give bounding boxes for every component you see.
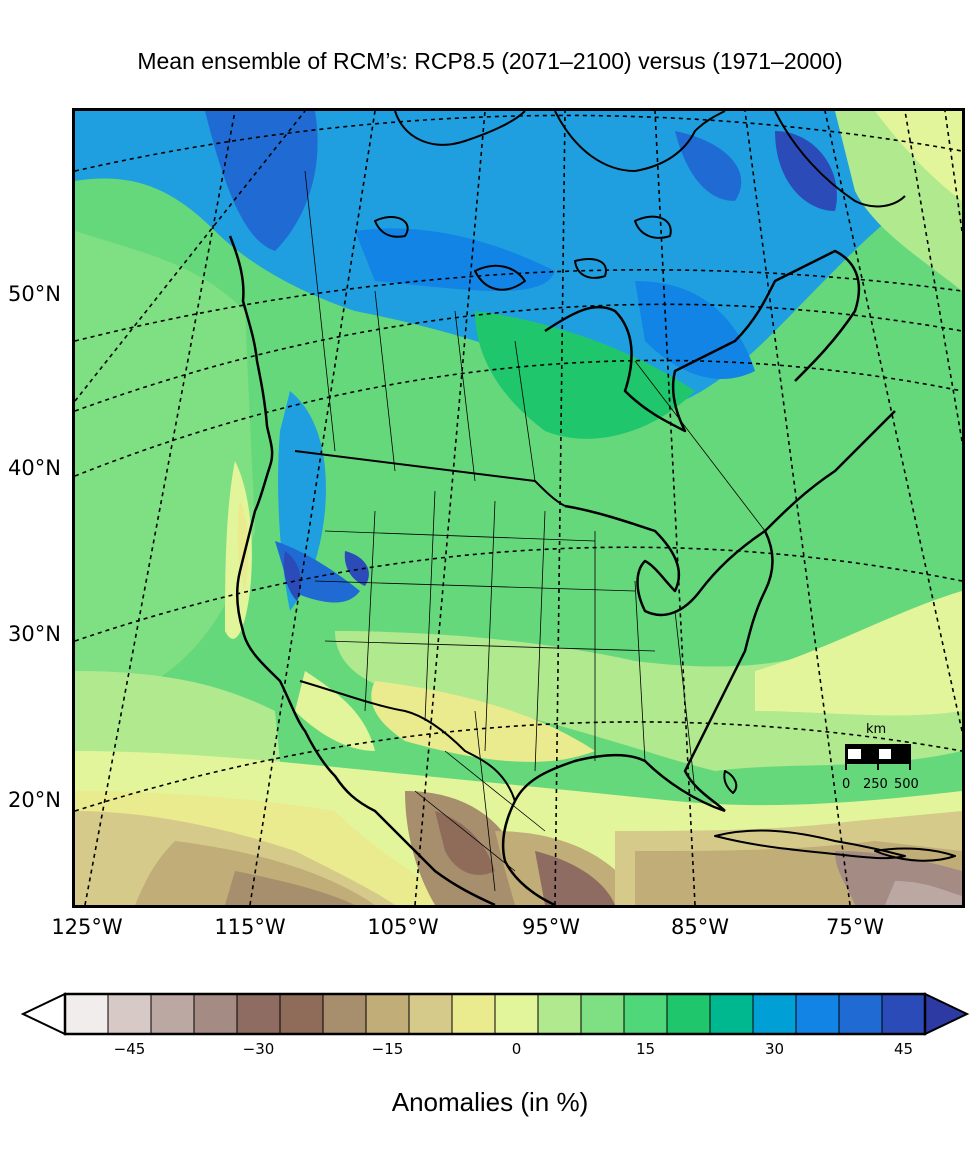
lon-label-95w: 95°W: [522, 915, 580, 939]
figure-title: Mean ensemble of RCM’s: RCP8.5 (2071–210…: [137, 48, 843, 74]
colorbar-bin: [451, 993, 496, 1035]
colorbar-tick-label: 15: [635, 1040, 656, 1058]
colorbar-bin: [580, 993, 625, 1035]
lat-label-50n: 50°N: [8, 282, 61, 306]
scale-bar-tick-0: 0: [842, 777, 851, 792]
lat-label-30n: 30°N: [8, 622, 61, 646]
colorbar-bin: [107, 993, 152, 1035]
graticule: [75, 111, 962, 905]
colorbar-bin: [623, 993, 668, 1035]
colorbar-bin: [537, 993, 582, 1035]
colorbar-bin: [752, 993, 797, 1035]
lat-label-40n: 40°N: [8, 456, 61, 480]
colorbar-bin: [494, 993, 539, 1035]
colorbar-tick-label: 30: [764, 1040, 785, 1058]
lat-label-20n: 20°N: [8, 788, 61, 812]
colorbar-tick-label: −15: [371, 1040, 404, 1058]
coastlines-and-borders: [228, 111, 956, 905]
scale-bar-unit: km: [866, 722, 887, 737]
map-canvas: [75, 111, 962, 905]
colorbar-bin: [365, 993, 410, 1035]
colorbar-bin: [279, 993, 324, 1035]
scale-bar-graphic: [845, 744, 911, 770]
colorbar-label: Anomalies (in %): [391, 1087, 589, 1117]
colorbar-bin: [838, 993, 883, 1035]
anomaly-map: [72, 108, 965, 908]
colorbar-bin: [236, 993, 281, 1035]
colorbar-bin: [881, 993, 926, 1035]
colorbar-tick-label: 0: [511, 1040, 522, 1058]
scale-bar-tick-500: 500: [894, 777, 919, 792]
colorbar-over-arrow: [924, 992, 970, 1036]
lon-label-115w: 115°W: [214, 915, 286, 939]
colorbar-bin: [193, 993, 238, 1035]
colorbar-tick-label: 45: [893, 1040, 914, 1058]
lon-label-75w: 75°W: [826, 915, 884, 939]
colorbar-bin: [64, 993, 109, 1035]
colorbar-tick-label: −45: [113, 1040, 146, 1058]
anomaly-field: [75, 111, 962, 905]
lon-label-85w: 85°W: [671, 915, 729, 939]
colorbar-tick-label: −30: [242, 1040, 275, 1058]
lon-label-105w: 105°W: [367, 915, 439, 939]
scale-bar: km 0 250 500: [838, 722, 928, 798]
scale-bar-tick-250: 250: [863, 777, 888, 792]
colorbar-under-arrow: [20, 992, 66, 1036]
colorbar-bin: [795, 993, 840, 1035]
colorbar-frame: [63, 992, 927, 1036]
colorbar-bin: [666, 993, 711, 1035]
lon-label-125w: 125°W: [51, 915, 123, 939]
colorbar-bin: [150, 993, 195, 1035]
colorbar-bin: [322, 993, 367, 1035]
colorbar-bin: [709, 993, 754, 1035]
colorbar-bin: [408, 993, 453, 1035]
colorbar: [20, 992, 970, 1036]
